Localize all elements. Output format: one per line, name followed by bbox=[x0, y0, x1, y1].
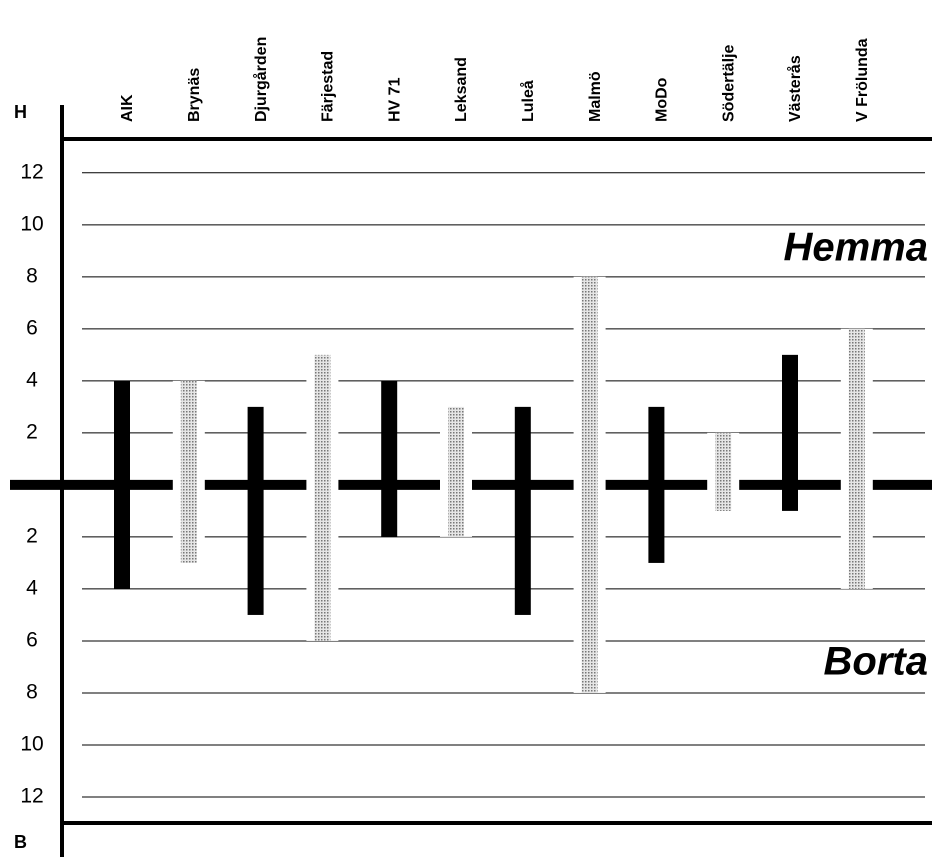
bar bbox=[715, 484, 732, 511]
x-tick-label: Västerås bbox=[786, 55, 804, 122]
x-tick-label: AIK bbox=[119, 94, 136, 122]
x-tick-label: MoDo bbox=[654, 77, 671, 122]
bar bbox=[782, 354, 798, 485]
bar bbox=[114, 484, 130, 589]
bar bbox=[848, 328, 865, 485]
x-tick-label: Malmö bbox=[587, 71, 604, 122]
y-tick-label: 4 bbox=[26, 576, 38, 599]
y-tick-label: 2 bbox=[26, 524, 38, 547]
bar bbox=[514, 484, 531, 615]
x-tick-label: V Frölunda bbox=[854, 38, 871, 122]
x-tick-label: Luleå bbox=[519, 80, 537, 122]
bar bbox=[581, 276, 598, 485]
bar bbox=[381, 380, 398, 485]
bar bbox=[848, 484, 865, 589]
bar bbox=[314, 354, 331, 485]
bar bbox=[715, 432, 732, 485]
y-tick-label: 6 bbox=[26, 628, 38, 651]
x-tick-label: Södertälje bbox=[720, 45, 737, 122]
bar bbox=[180, 380, 197, 485]
bar bbox=[448, 484, 464, 537]
annotation: Borta bbox=[824, 640, 928, 684]
bar bbox=[648, 406, 665, 485]
x-tick-label: HV 71 bbox=[386, 77, 403, 122]
bar bbox=[648, 484, 665, 563]
y-tick-label: 12 bbox=[20, 785, 43, 808]
y-tick-label: 8 bbox=[26, 264, 38, 287]
annotation: Hemma bbox=[783, 226, 928, 270]
y-tick-label: 8 bbox=[26, 681, 38, 704]
x-tick-label: Djurgården bbox=[252, 37, 270, 122]
y-tick-label: 6 bbox=[26, 316, 38, 339]
y-tick-label: 10 bbox=[20, 733, 43, 756]
bar bbox=[247, 406, 264, 485]
bar bbox=[247, 484, 264, 615]
y-tick-label: 12 bbox=[20, 160, 43, 183]
y-tick-label: 10 bbox=[20, 212, 43, 235]
bar bbox=[448, 406, 464, 485]
x-tick-label: Leksand bbox=[453, 57, 470, 122]
bar bbox=[514, 406, 531, 485]
y-tick-label: 2 bbox=[26, 420, 38, 443]
y-tick-label: 4 bbox=[26, 368, 38, 391]
bar bbox=[381, 484, 398, 537]
bar bbox=[581, 484, 598, 693]
bar bbox=[314, 484, 331, 641]
bar bbox=[180, 484, 197, 563]
bar bbox=[782, 484, 798, 511]
x-tick-label: Brynäs bbox=[186, 68, 203, 122]
bar bbox=[114, 380, 130, 485]
y-label-bottom: B bbox=[14, 832, 27, 852]
y-label-top: H bbox=[14, 102, 27, 122]
x-tick-label: Färjestad bbox=[320, 51, 337, 122]
